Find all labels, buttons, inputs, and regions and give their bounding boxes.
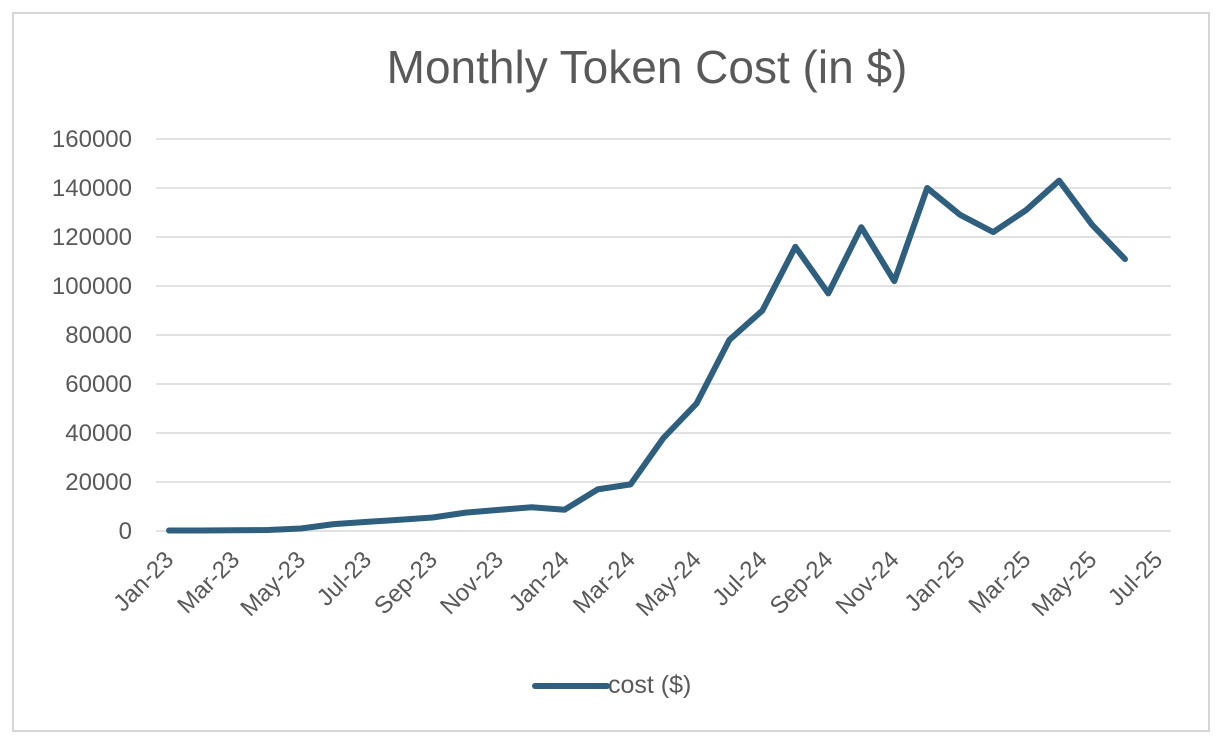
- x-tick-label: Jul-25: [1103, 546, 1168, 611]
- x-tick-label: Mar-24: [568, 546, 641, 619]
- y-tick-label: 20000: [65, 469, 132, 496]
- x-tick-label: Jan-24: [504, 546, 575, 617]
- y-tick-label: 40000: [65, 420, 132, 447]
- x-tick-label: Mar-25: [964, 546, 1037, 619]
- chart-title: Monthly Token Cost (in $): [387, 41, 908, 93]
- y-tick-label: 60000: [65, 371, 132, 398]
- line-chart: Monthly Token Cost (in $) 0 20000 40000 600…: [52, 41, 1171, 699]
- x-tick-label: Mar-23: [172, 546, 245, 619]
- y-tick-label: 160000: [52, 126, 132, 153]
- y-axis-ticks: 0 20000 40000 60000 80000 100000 120000 140000 1…: [52, 126, 132, 545]
- x-tick-label: May-25: [1027, 546, 1103, 622]
- x-tick-label: May-24: [631, 546, 707, 622]
- x-tick-label: Jan-23: [108, 546, 179, 617]
- x-tick-label: May-23: [235, 546, 311, 622]
- y-tick-label: 140000: [52, 175, 132, 202]
- y-tick-label: 120000: [52, 224, 132, 251]
- x-tick-label: Jul-24: [707, 546, 772, 611]
- series-line-cost: [166, 177, 1128, 534]
- legend-label-cost: cost ($): [608, 671, 691, 699]
- x-tick-label: Nov-23: [435, 546, 509, 620]
- y-tick-label: 100000: [52, 273, 132, 300]
- legend: cost ($): [532, 671, 691, 699]
- x-tick-label: Sep-24: [765, 546, 839, 620]
- y-tick-label: 80000: [65, 322, 132, 349]
- y-tick-label: 0: [119, 518, 132, 545]
- x-tick-label: Jan-25: [899, 546, 970, 617]
- x-tick-label: Nov-24: [831, 546, 905, 620]
- x-tick-label: Jul-23: [312, 546, 377, 611]
- grid-lines: [156, 138, 1171, 532]
- chart-frame: Monthly Token Cost (in $) 0 20000 40000 600…: [12, 12, 1210, 732]
- series-layer: [166, 177, 1128, 534]
- x-tick-label: Sep-23: [369, 546, 443, 620]
